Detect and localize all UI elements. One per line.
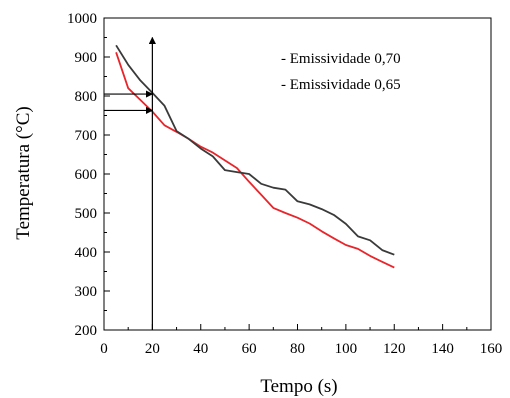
y-tick-label: 1000 xyxy=(67,11,97,27)
x-tick-label: 160 xyxy=(480,341,503,357)
x-tick-label: 60 xyxy=(242,341,257,357)
x-tick-label: 40 xyxy=(193,341,208,357)
y-tick-label: 900 xyxy=(75,50,98,66)
y-tick-label: 400 xyxy=(75,245,98,261)
y-tick-label: 700 xyxy=(75,128,98,144)
legend-entry-series-1: - Emissividade 0,70 xyxy=(281,51,401,67)
y-tick-label: 300 xyxy=(75,284,98,300)
y-tick-label: 600 xyxy=(75,167,98,183)
x-tick-label: 140 xyxy=(431,341,454,357)
x-tick-label: 100 xyxy=(335,341,358,357)
y-tick-label: 200 xyxy=(75,323,98,339)
series-line-2 xyxy=(115,44,395,256)
series-line-1 xyxy=(115,52,395,269)
x-axis-title: Tempo (s) xyxy=(260,376,337,397)
legend: - Emissividade 0,70 - Emissividade 0,65 xyxy=(281,51,401,93)
plot-area xyxy=(104,36,395,330)
x-tick-label: 80 xyxy=(290,341,305,357)
y-axis-title: Temperatura (°C) xyxy=(13,106,34,239)
axes: 0 20 40 60 80 100 120 140 160 200 300 400 500 600 700 8… xyxy=(67,11,502,357)
y-tick-label: 500 xyxy=(75,206,98,222)
x-tick-label: 20 xyxy=(145,341,160,357)
legend-entry-series-2: - Emissividade 0,65 xyxy=(281,77,401,93)
y-tick-label: 800 xyxy=(75,89,98,105)
x-tick-label: 120 xyxy=(383,341,406,357)
x-tick-label: 0 xyxy=(100,341,108,357)
